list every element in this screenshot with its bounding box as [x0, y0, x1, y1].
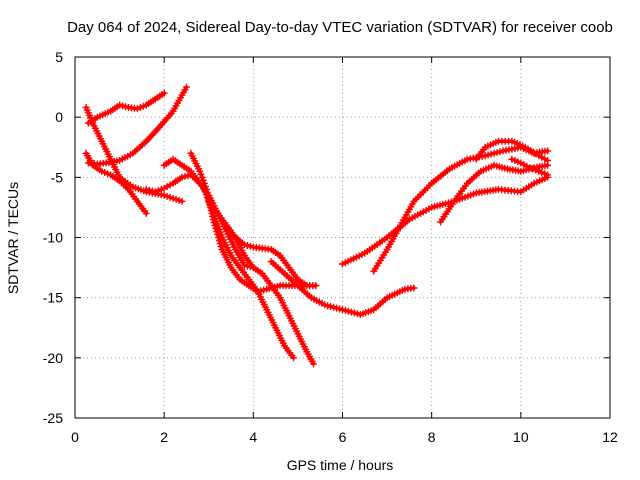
data-point: [410, 284, 418, 292]
data-point: [544, 171, 552, 179]
y-tick-label: -10: [43, 230, 63, 246]
grid: [75, 57, 610, 418]
series-trace: [340, 175, 550, 266]
y-tick-label: 0: [55, 109, 63, 125]
x-tick-label: 10: [513, 429, 529, 445]
data-point: [544, 157, 552, 164]
y-tick-label: 5: [55, 49, 63, 65]
data-point: [142, 209, 150, 217]
chart-title: Day 064 of 2024, Sidereal Day-to-day VTE…: [67, 19, 613, 36]
x-tick-label: 12: [602, 429, 618, 445]
data-point: [178, 197, 186, 205]
data-point: [310, 360, 317, 368]
series-arc-10: [267, 258, 418, 318]
data-point: [160, 89, 168, 97]
series-trace: [371, 145, 550, 273]
y-tick-label: -15: [43, 290, 63, 306]
data-point: [312, 282, 320, 290]
x-tick-label: 0: [71, 429, 79, 445]
series-arc-3: [84, 83, 190, 168]
x-tick-label: 8: [428, 429, 436, 445]
y-axis-label: SDTVAR / TECUs: [5, 182, 21, 294]
series-arc-9: [205, 197, 317, 368]
series-arc-11: [339, 173, 552, 268]
y-tick-label: -5: [51, 169, 64, 185]
data-point: [183, 83, 190, 91]
data-point: [200, 179, 208, 187]
data-point: [544, 147, 552, 155]
series-arc-1: [84, 89, 168, 127]
x-tick-label: 6: [339, 429, 347, 445]
series-arc-13: [437, 161, 552, 226]
y-tick-label: -20: [43, 350, 63, 366]
series-arc-4: [82, 149, 150, 217]
series-arc-14: [472, 137, 552, 164]
data-point: [290, 354, 297, 362]
series-arc-8: [200, 185, 297, 362]
series-layer: [82, 83, 552, 368]
series-arc-15: [508, 155, 552, 179]
x-tick-label: 2: [160, 429, 168, 445]
y-tick-label: -25: [43, 410, 63, 426]
axes: 0 2 4 6 8 10 12 -25 -20 -15 -10 -5 0 5: [43, 49, 618, 445]
x-tick-label: 4: [249, 429, 257, 445]
x-axis-label: GPS time / hours: [287, 457, 394, 473]
